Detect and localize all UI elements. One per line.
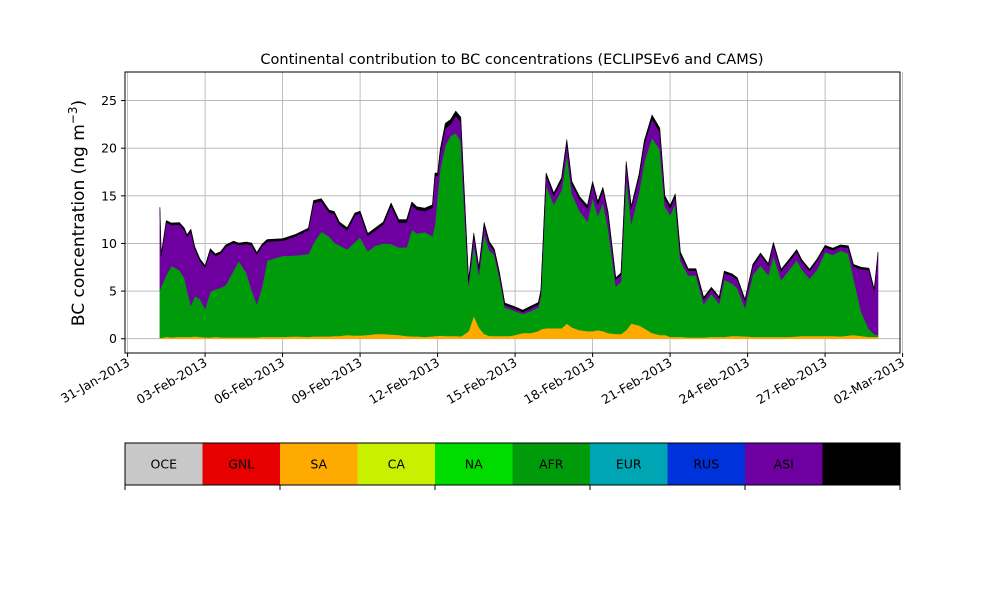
y-axis-label: BC concentration (ng m−3) bbox=[66, 100, 89, 326]
x-tick-label: 27-Feb-2013 bbox=[754, 355, 830, 407]
x-tick-label: 15-Feb-2013 bbox=[444, 355, 520, 407]
legend-swatch-ca bbox=[357, 443, 436, 485]
legend-swatch-rus bbox=[667, 443, 746, 485]
plot-area: 0 5 10 15 20 25 31-Jan-2013 03-Feb-2013 06-Feb-… bbox=[58, 71, 907, 407]
x-axis-ticks: 31-Jan-2013 03-Feb-2013 06-Feb-2013 09-Feb-… bbox=[58, 353, 907, 407]
y-axis-label-main: BC concentration (ng m bbox=[69, 124, 89, 326]
legend-label-eur: EUR bbox=[616, 457, 642, 472]
y-tick-label: 5 bbox=[109, 284, 117, 299]
legend-swatch-eur bbox=[590, 443, 668, 485]
y-tick-label: 0 bbox=[109, 331, 117, 346]
y-axis-ticks: 0 5 10 15 20 25 bbox=[101, 93, 125, 346]
x-tick-label: 24-Feb-2013 bbox=[676, 355, 752, 407]
x-tick-label: 18-Feb-2013 bbox=[521, 355, 597, 407]
legend-swatch-oce bbox=[125, 443, 203, 485]
y-tick-label: 15 bbox=[101, 188, 117, 203]
plot-frame bbox=[124, 71, 901, 354]
legend-label-gnl: GNL bbox=[228, 457, 254, 472]
legend-swatch-afr bbox=[512, 443, 591, 485]
x-tick-label: 02-Mar-2013 bbox=[831, 355, 907, 408]
legend-swatch-aus bbox=[822, 443, 901, 485]
legend-swatch-sa bbox=[280, 443, 358, 485]
area-series-aus bbox=[159, 110, 879, 313]
x-tick-label: 12-Feb-2013 bbox=[366, 355, 442, 407]
y-tick-label: 10 bbox=[101, 236, 117, 251]
y-axis-label-sup: −3 bbox=[66, 106, 80, 124]
x-tick-label: 09-Feb-2013 bbox=[289, 355, 365, 407]
legend-label-ca: CA bbox=[388, 457, 406, 472]
x-tick-label: 06-Feb-2013 bbox=[211, 355, 287, 407]
legend-label-afr: AFR bbox=[539, 457, 564, 472]
colorbar-legend: OCE GNL SA CA NA AFR EUR RUS ASI AUS bbox=[124, 442, 901, 490]
legend-swatch-na bbox=[435, 443, 513, 485]
x-tick-label: 21-Feb-2013 bbox=[599, 355, 675, 407]
legend-label-sa: SA bbox=[310, 457, 327, 472]
legend-label-asi: ASI bbox=[774, 457, 794, 472]
area-series-afr bbox=[159, 132, 879, 339]
y-axis-label-close: ) bbox=[69, 100, 89, 107]
x-tick-label: 31-Jan-2013 bbox=[58, 355, 132, 406]
legend-label-aus: AUS bbox=[848, 457, 874, 472]
y-tick-label: 25 bbox=[101, 93, 117, 108]
legend-label-rus: RUS bbox=[693, 457, 719, 472]
legend-swatch-gnl bbox=[202, 443, 281, 485]
legend-label-na: NA bbox=[465, 457, 483, 472]
y-tick-label: 20 bbox=[101, 141, 117, 156]
chart-title: Continental contribution to BC concentra… bbox=[260, 52, 763, 68]
legend-frame bbox=[124, 442, 901, 486]
x-tick-label: 03-Feb-2013 bbox=[134, 355, 210, 407]
stacked-areas bbox=[159, 110, 879, 339]
legend-label-oce: OCE bbox=[151, 457, 178, 472]
legend-swatch-asi bbox=[745, 443, 823, 485]
